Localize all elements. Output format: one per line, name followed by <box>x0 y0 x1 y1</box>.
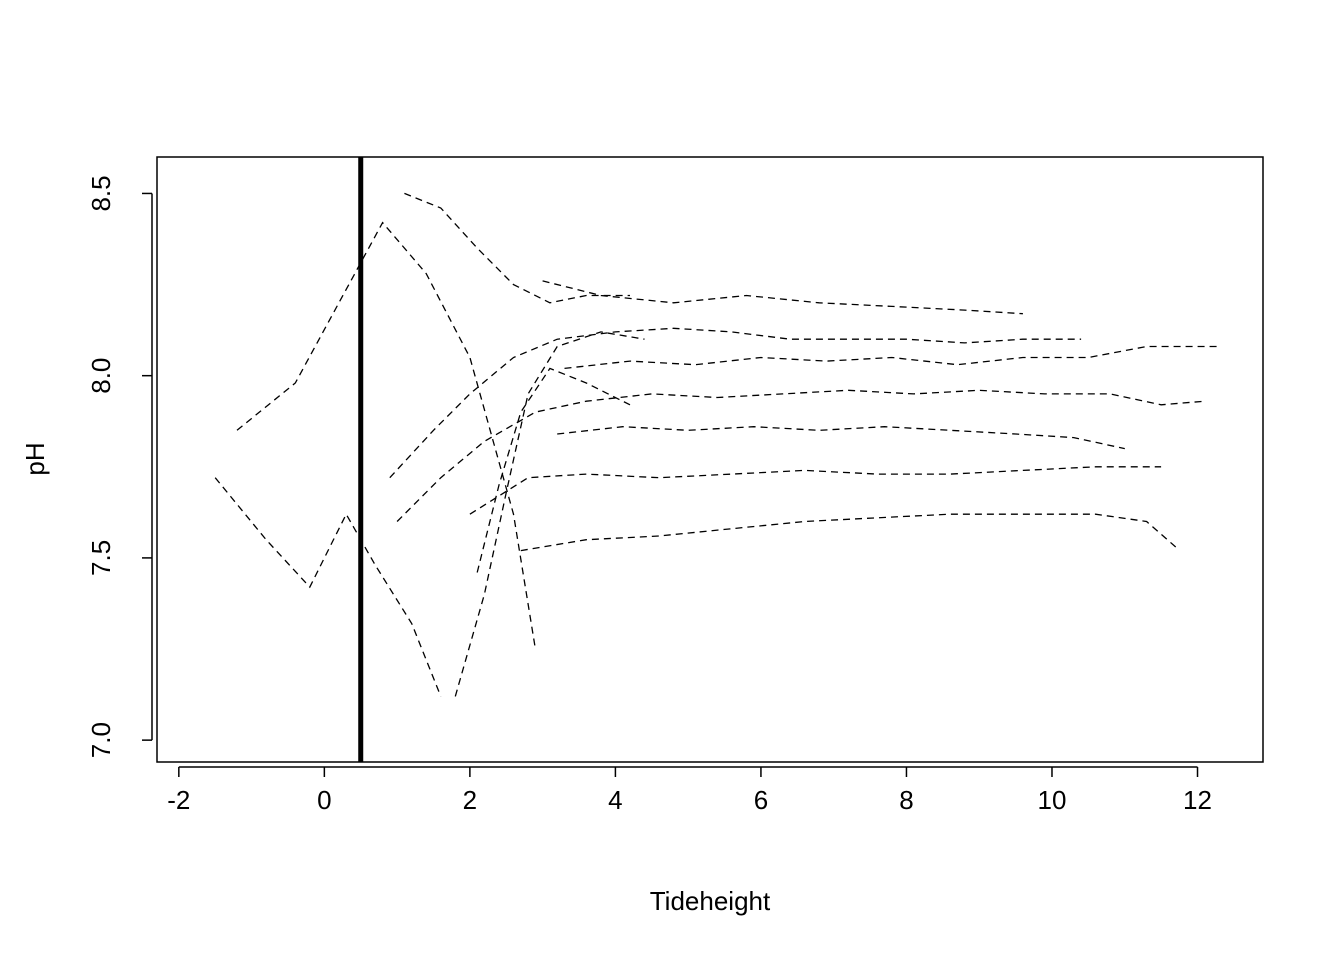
y-axis: 7.0 7.5 8.0 8.5 <box>86 175 153 758</box>
y-axis-label: pH <box>20 442 50 475</box>
series-line-9 <box>542 280 1023 315</box>
series-line-8 <box>520 513 1177 552</box>
x-tick-label: 2 <box>463 785 477 815</box>
y-tick-label: 8.5 <box>86 175 116 211</box>
series-line-2 <box>236 221 537 650</box>
x-tick-label: 4 <box>608 785 622 815</box>
series-line-11 <box>564 345 1220 370</box>
series-line-10 <box>404 192 630 304</box>
y-tick-label: 8.0 <box>86 358 116 394</box>
data-layer <box>214 192 1220 697</box>
series-line-12 <box>557 426 1125 450</box>
x-tick-label: 6 <box>754 785 768 815</box>
series-line-5 <box>389 327 1082 479</box>
y-tick-label: 7.0 <box>86 722 116 758</box>
y-tick-label: 7.5 <box>86 540 116 576</box>
series-line-1 <box>214 477 442 697</box>
x-axis-label: Tideheight <box>650 886 771 916</box>
x-tick-label: 10 <box>1038 785 1067 815</box>
x-tick-label: 0 <box>317 785 331 815</box>
x-axis: -2 0 2 4 6 8 10 12 <box>167 766 1212 815</box>
series-line-3 <box>454 331 645 697</box>
series-line-7 <box>469 466 1162 515</box>
x-tick-label: -2 <box>167 785 190 815</box>
series-line-4 <box>476 367 631 573</box>
plot-frame <box>156 156 1264 763</box>
x-tick-label: 8 <box>899 785 913 815</box>
series-line-6 <box>396 389 1205 522</box>
x-tick-label: 12 <box>1183 785 1212 815</box>
